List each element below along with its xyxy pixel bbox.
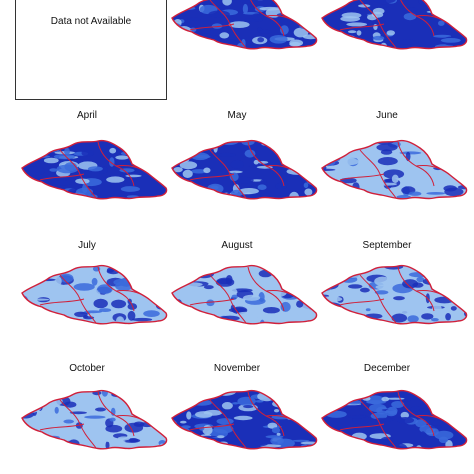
month-map-panel <box>20 388 170 452</box>
month-label: October <box>69 363 105 374</box>
basin-map <box>321 0 468 50</box>
basin-outline <box>21 264 168 325</box>
sub-basin-boundary <box>59 274 97 324</box>
data-not-available-text: Data not Available <box>50 16 132 27</box>
sub-basin-boundary <box>359 0 397 49</box>
sub-basin-boundary <box>209 0 247 49</box>
sub-basin-boundary <box>189 298 235 306</box>
basin-outline <box>321 389 468 450</box>
month-map-panel <box>320 0 470 52</box>
sub-basin-boundary <box>39 423 85 431</box>
sub-basin-boundary <box>339 423 385 431</box>
basin-map <box>21 139 168 200</box>
month-map-panel <box>170 263 320 327</box>
sub-basin-boundary <box>339 298 385 306</box>
sub-basin-boundary <box>189 173 235 181</box>
basin-map <box>321 264 468 325</box>
sub-basin-boundary <box>359 274 397 324</box>
sub-basin-boundary <box>189 423 235 431</box>
basin-outline <box>321 264 468 325</box>
basin-map <box>171 389 318 450</box>
basin-outline <box>21 139 168 200</box>
basin-outline <box>171 264 318 325</box>
month-label: December <box>363 363 411 374</box>
month-label: August <box>221 240 253 251</box>
month-map-panel <box>20 263 170 327</box>
sub-basin-boundary <box>359 399 397 449</box>
month-label: July <box>78 240 96 251</box>
month-map-panel <box>170 388 320 452</box>
sub-basin-boundary <box>339 23 385 31</box>
month-map-panel <box>20 138 170 202</box>
basin-map <box>321 389 468 450</box>
sub-basin-boundary <box>209 399 247 449</box>
basin-map <box>21 264 168 325</box>
month-map-panel <box>170 138 320 202</box>
sub-basin-boundary <box>59 149 97 199</box>
basin-outline <box>171 0 318 50</box>
data-not-available-box: Data not Available <box>15 0 167 100</box>
month-label: September <box>362 240 412 251</box>
basin-outline <box>321 139 468 200</box>
basin-map <box>171 0 318 50</box>
basin-map <box>171 264 318 325</box>
sub-basin-boundary <box>359 149 397 199</box>
month-map-panel <box>320 263 470 327</box>
month-map-panel <box>170 0 320 52</box>
sub-basin-boundary <box>59 399 97 449</box>
basin-outline <box>171 139 318 200</box>
basin-outline <box>321 0 468 50</box>
basin-map <box>171 139 318 200</box>
sub-basin-boundary <box>209 149 247 199</box>
month-map-panel <box>320 388 470 452</box>
month-label: April <box>76 110 97 121</box>
month-label: May <box>227 110 247 121</box>
sub-basin-boundary <box>39 173 85 181</box>
sub-basin-boundary <box>39 298 85 306</box>
basin-outline <box>171 389 318 450</box>
basin-outline <box>21 389 168 450</box>
sub-basin-boundary <box>209 274 247 324</box>
month-label: November <box>213 363 261 374</box>
sub-basin-boundary <box>339 173 385 181</box>
basin-map <box>321 139 468 200</box>
month-label: June <box>376 110 398 121</box>
month-map-panel <box>320 138 470 202</box>
basin-map <box>21 389 168 450</box>
sub-basin-boundary <box>189 23 235 31</box>
